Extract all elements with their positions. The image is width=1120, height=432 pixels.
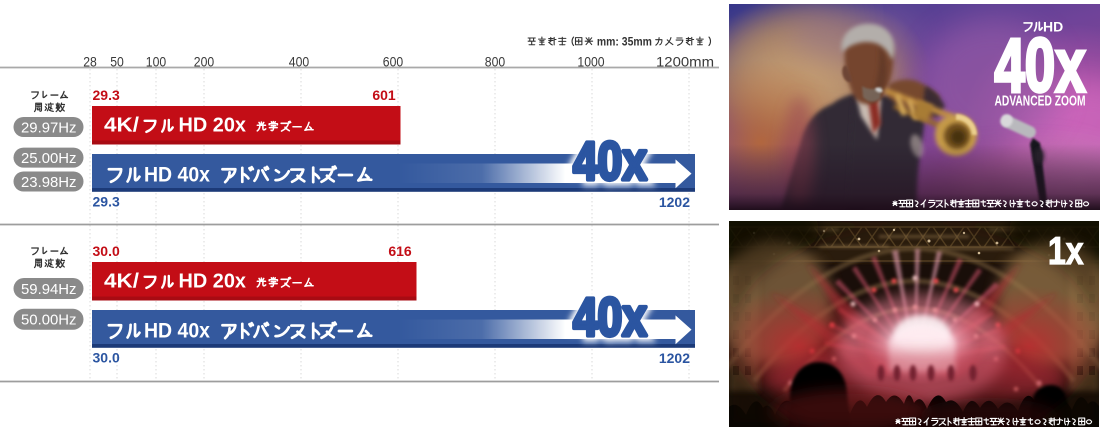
svg-text:1202: 1202 (659, 350, 690, 366)
svg-text:400: 400 (289, 54, 310, 70)
svg-text:50.00Hz: 50.00Hz (21, 312, 77, 329)
svg-text:30.0: 30.0 (93, 350, 120, 366)
svg-text:40x: 40x (573, 131, 647, 191)
svg-text:1000: 1000 (577, 54, 604, 70)
svg-text:4K/: 4K/ (104, 114, 139, 137)
svg-text:ADVANCED ZOOM: ADVANCED ZOOM (995, 94, 1086, 110)
svg-text:25.00Hz: 25.00Hz (21, 150, 77, 167)
svg-text:40x: 40x (573, 287, 647, 347)
svg-text:1x: 1x (1048, 230, 1084, 272)
svg-text:50: 50 (110, 54, 124, 70)
svg-text:23.98Hz: 23.98Hz (21, 174, 77, 191)
svg-text:29.97Hz: 29.97Hz (21, 119, 77, 136)
svg-text:28: 28 (83, 54, 97, 70)
svg-text:800: 800 (485, 54, 506, 70)
svg-text:30.0: 30.0 (93, 243, 120, 259)
svg-text:29.3: 29.3 (93, 87, 120, 103)
svg-text:40x: 40x (573, 131, 647, 191)
svg-text:200: 200 (194, 54, 215, 70)
svg-text:4K/: 4K/ (104, 270, 139, 293)
svg-text:29.3: 29.3 (93, 194, 120, 210)
svg-text:HD: HD (1043, 19, 1063, 35)
svg-text:HD 40x: HD 40x (144, 319, 210, 343)
svg-text:mm: 35mm: mm: 35mm (597, 37, 652, 49)
svg-text:40x: 40x (573, 287, 647, 347)
svg-text:59.94Hz: 59.94Hz (21, 281, 77, 298)
svg-text:1200mm: 1200mm (656, 54, 714, 70)
svg-text:600: 600 (383, 54, 404, 70)
svg-text:HD 20x: HD 20x (179, 270, 247, 293)
svg-text:1202: 1202 (659, 194, 690, 210)
svg-text:40x: 40x (994, 24, 1085, 109)
svg-text:601: 601 (372, 87, 396, 103)
svg-text:100: 100 (146, 54, 167, 70)
svg-text:HD 20x: HD 20x (179, 114, 247, 137)
svg-text:616: 616 (388, 243, 412, 259)
svg-text:HD 40x: HD 40x (144, 163, 210, 187)
